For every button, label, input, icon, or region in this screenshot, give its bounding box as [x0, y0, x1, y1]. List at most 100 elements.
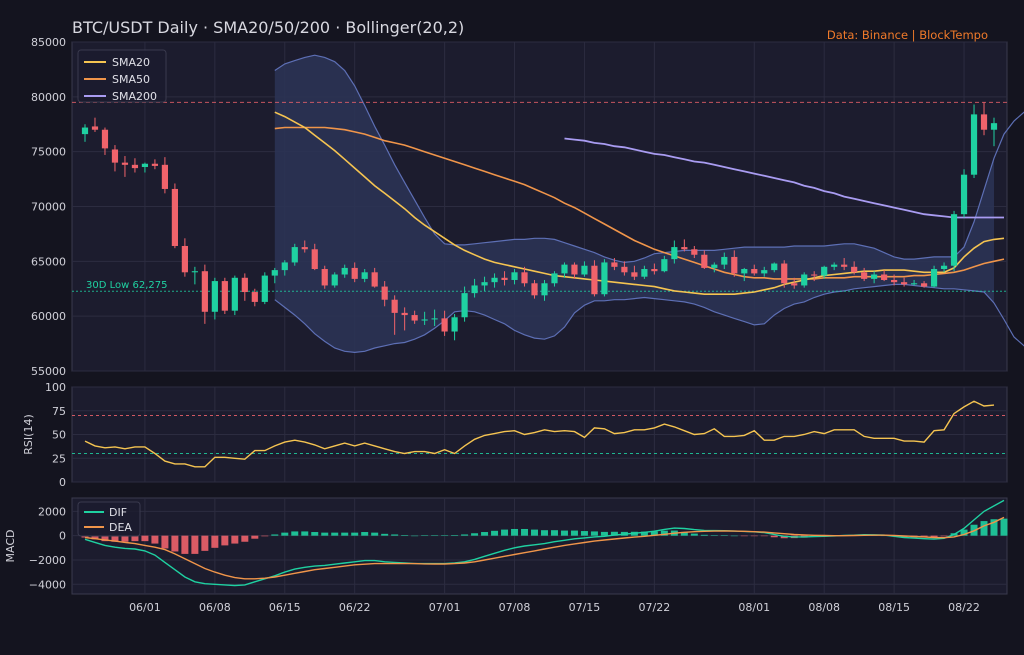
candle [261, 272, 268, 305]
macd-histogram-bar [421, 535, 429, 536]
macd-histogram-bar [241, 535, 249, 542]
macd-histogram-bar [720, 535, 728, 536]
candle [771, 262, 778, 273]
candle [591, 260, 598, 297]
legend-label-dea: DEA [109, 521, 132, 534]
rsi-line [84, 400, 995, 468]
macd-histogram-bar [590, 531, 598, 536]
candle [651, 263, 658, 275]
candle [831, 262, 838, 271]
macd-histogram-bar [101, 535, 109, 542]
macd-panel [71, 497, 1008, 595]
candle [980, 102, 988, 136]
candle [541, 279, 548, 301]
candle [811, 271, 818, 282]
macd-histogram-bar [461, 534, 469, 536]
candle-body [191, 271, 198, 273]
x-tick-label: 07/01 [429, 601, 461, 614]
candle-body [551, 273, 558, 284]
candle [501, 271, 508, 286]
macd-histogram-bar [770, 535, 778, 538]
macd-histogram-bar [660, 530, 668, 536]
candle-body [481, 282, 488, 286]
candle-body [511, 272, 518, 280]
candle [681, 239, 688, 252]
chart-title: BTC/USDT Daily · SMA20/50/200 · Bollinge… [72, 18, 465, 37]
macd-histogram-bar [291, 531, 299, 536]
candle-body [910, 283, 918, 285]
candle-body [521, 272, 528, 284]
macd-histogram-bar [580, 531, 588, 536]
candle [781, 260, 788, 288]
candle-body [261, 275, 268, 302]
candle-body [381, 286, 388, 300]
bollinger-upper-line [274, 54, 1024, 264]
candle-body [491, 277, 498, 283]
candle [851, 261, 858, 275]
macd-legend: DIF DEA [77, 501, 141, 537]
candle-body [761, 270, 768, 274]
candle-body [801, 274, 808, 286]
candle-body [151, 163, 159, 166]
macd-histogram-bar [570, 530, 578, 536]
macd-histogram-bar [251, 535, 259, 539]
candle-body [920, 283, 928, 287]
macd-histogram-bar [181, 535, 189, 554]
candle-body [891, 279, 898, 283]
sma200-line [564, 137, 1004, 219]
candle [451, 313, 458, 341]
candle-body [631, 272, 638, 277]
candle-body [591, 265, 598, 295]
candle-body [421, 319, 428, 321]
candle [891, 274, 898, 286]
x-tick-label: 06/01 [129, 601, 161, 614]
candle-body [821, 266, 828, 276]
candle [371, 267, 378, 288]
candle [611, 258, 618, 271]
candle [561, 262, 568, 278]
candle [211, 277, 218, 320]
macd-histogram-bar [341, 532, 349, 536]
candle-body [851, 266, 858, 273]
candle-body [781, 263, 788, 284]
macd-histogram-bar [481, 532, 489, 536]
candle-body [581, 265, 588, 275]
rsi-axis-label: RSI(14) [22, 414, 35, 454]
legend-label-sma200: SMA200 [112, 90, 157, 103]
price-y-tick-label: 55000 [31, 365, 66, 378]
candle-body [431, 318, 438, 320]
macd-y-tick-label: −4000 [29, 578, 66, 591]
macd-histogram-bar [191, 535, 199, 554]
price-y-tick-label: 85000 [31, 36, 66, 49]
macd-histogram-bar [980, 521, 988, 536]
candle-body [811, 274, 818, 276]
macd-histogram-bar [311, 532, 319, 536]
candle [751, 264, 758, 276]
candle [661, 255, 668, 273]
candle-body [871, 274, 878, 279]
candle-body [91, 126, 99, 130]
macd-histogram-bar [301, 531, 309, 536]
candle [271, 267, 278, 284]
macd-histogram-bar [161, 535, 169, 549]
x-tick-label: 07/22 [639, 601, 671, 614]
macd-histogram-bar [640, 531, 648, 536]
candle [361, 269, 368, 283]
candle-body [181, 245, 188, 273]
macd-histogram-bar [610, 531, 618, 536]
rsi-y-tick-label: 75 [52, 405, 66, 418]
candle [950, 210, 958, 272]
candle-body [441, 318, 448, 332]
macd-histogram-bar [231, 535, 239, 544]
candle-body [311, 249, 318, 270]
macd-histogram-bar [750, 535, 758, 537]
candle [171, 183, 178, 249]
macd-histogram-bar [91, 535, 99, 540]
candle-body [301, 247, 308, 250]
candle-body [841, 264, 848, 267]
candle [441, 310, 448, 336]
candle-body [691, 249, 698, 255]
bollinger-lower-line [274, 283, 1024, 354]
candle-body [641, 269, 648, 277]
